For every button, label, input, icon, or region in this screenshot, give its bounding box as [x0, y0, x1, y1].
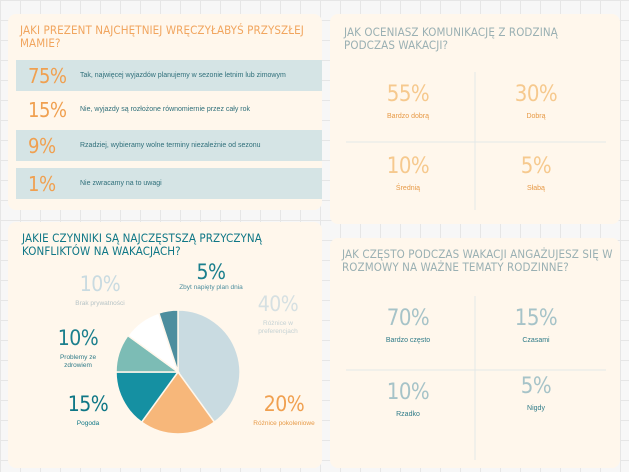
pie-chart [115, 309, 241, 435]
pie-label-text: Problemy ze zdrowiem [59, 354, 97, 369]
quadrant-pct: 5% [520, 154, 552, 179]
gift-question-panel: JAKI PREZENT NAJCHĘTNIEJ WRĘCZYŁABYŚ PRZ… [8, 14, 322, 210]
quadrant-item: 5% Słabą [486, 154, 586, 192]
quadrant-item: 10% Średnią [358, 154, 458, 192]
panel1-question: JAKI PREZENT NAJCHĘTNIEJ WRĘCZYŁABYŚ PRZ… [20, 23, 304, 50]
pie-slice [157, 309, 179, 373]
quadrant-pct: 30% [514, 82, 558, 107]
answer-text: Nie zwracamy na to uwagi [80, 180, 162, 187]
pie-label-schedule: 5% Zbyt napięty plan dnia [176, 260, 246, 292]
pie-label-privacy: 10% Brak prywatności [60, 272, 140, 308]
answer-row-2: 15% Nie, wyjazdy są rozłożone równomiern… [16, 94, 322, 125]
quadrant-divider [346, 72, 606, 210]
answer-text: Tak, najwięcej wyjazdów planujemy w sezo… [80, 72, 286, 79]
panel4-question: JAK CZĘSTO PODCZAS WAKACJI ANGAŻUJESZ SI… [342, 247, 613, 274]
answer-text: Nie, wyjazdy są rozłożone równomiernie p… [80, 106, 251, 113]
answer-row-3: 9% Rzadziej, wybieramy wolne terminy nie… [16, 130, 322, 161]
answer-row-1: 75% Tak, najwięcej wyjazdów planujemy w … [16, 60, 322, 91]
quadrant-label: Rzadko [396, 411, 420, 418]
quadrant-item: 5% Nigdy [486, 374, 586, 412]
quadrant-pct: 70% [386, 306, 430, 331]
pie-label-pct: 15% [67, 392, 109, 416]
quadrant-item: 10% Rzadko [358, 380, 458, 418]
conversations-panel: JAK CZĘSTO PODCZAS WAKACJI ANGAŻUJESZ SI… [330, 238, 620, 468]
conflict-causes-panel: JAKIE CZYNNIKI SĄ NAJCZĘSTSZĄ PRZYCZYNĄ … [8, 222, 322, 468]
answer-pct: 15% [28, 97, 67, 122]
quadrant-label: Czasami [522, 337, 550, 344]
pie-label-generations: 20% Różnice pokoleniowe [244, 392, 324, 428]
quadrant-label: Bardzo dobrą [386, 113, 430, 120]
quadrant-label: Bardzo często [385, 337, 431, 344]
quadrant-label: Dobrą [526, 113, 546, 120]
answer-pct: 75% [28, 63, 67, 88]
pie-label-preferences: 40% Różnice w preferencjach [248, 292, 308, 336]
quadrant-label: Słabą [527, 185, 545, 192]
pie-label-health: 10% Problemy ze zdrowiem [46, 326, 110, 370]
quadrant-item: 15% Czasami [486, 306, 586, 344]
answer-text: Rzadziej, wybieramy wolne terminy niezal… [80, 142, 261, 149]
pie-label-text: Pogoda [76, 420, 100, 427]
pie-label-pct: 40% [257, 292, 299, 316]
pie-slice [177, 309, 241, 424]
quadrant-pct: 5% [520, 374, 552, 399]
pie-label-text: Brak prywatności [75, 300, 125, 307]
answer-pct: 9% [28, 133, 56, 158]
pie-label-pct: 20% [263, 392, 305, 416]
answer-pct: 1% [28, 171, 56, 196]
quadrant-divider [346, 296, 606, 460]
pie-slice [140, 370, 216, 435]
panel2-question: JAK OCENIASZ KOMUNIKACJĘ Z RODZINĄ PODCZ… [344, 25, 558, 52]
quadrant-pct: 15% [514, 306, 558, 331]
pie-label-weather: 15% Pogoda [58, 392, 118, 428]
quadrant-item: 70% Bardzo często [358, 306, 458, 344]
quadrant-pct: 10% [386, 154, 430, 179]
quadrant-pct: 10% [386, 380, 430, 405]
pie-label-text: Różnice w preferencjach [258, 320, 298, 335]
quadrant-pct: 55% [386, 82, 430, 107]
pie-slice [115, 371, 180, 424]
pie-label-pct: 5% [196, 260, 226, 284]
quadrant-item: 55% Bardzo dobrą [358, 82, 458, 120]
pie-label-text: Zbyt napięty plan dnia [179, 284, 243, 291]
pie-label-text: Różnice pokoleniowe [253, 420, 315, 427]
quadrant-label: Średnią [395, 185, 421, 192]
quadrant-item: 30% Dobrą [486, 82, 586, 120]
communication-panel: JAK OCENIASZ KOMUNIKACJĘ Z RODZINĄ PODCZ… [330, 14, 620, 224]
panel3-question: JAKIE CZYNNIKI SĄ NAJCZĘSTSZĄ PRZYCZYNĄ … [22, 231, 262, 258]
pie-label-pct: 10% [57, 326, 99, 350]
pie-label-pct: 10% [79, 272, 121, 296]
answer-row-4: 1% Nie zwracamy na to uwagi [16, 168, 322, 199]
quadrant-label: Nigdy [527, 405, 545, 412]
